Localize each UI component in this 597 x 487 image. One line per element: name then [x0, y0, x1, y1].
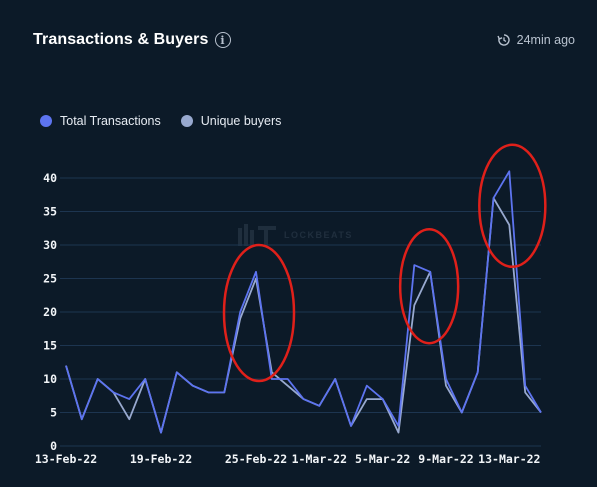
legend-label-total: Total Transactions — [60, 114, 161, 128]
x-tick-label: 25-Feb-22 — [225, 452, 287, 466]
highlight-ellipse — [398, 227, 460, 345]
legend-label-unique: Unique buyers — [200, 114, 282, 128]
series-line-unique-buyers — [65, 197, 542, 434]
y-tick-label: 35 — [43, 205, 57, 219]
y-tick-label: 0 — [50, 439, 57, 453]
y-tick-label: 40 — [43, 171, 57, 185]
y-tick-label: 15 — [43, 339, 57, 353]
highlight-ellipse — [478, 143, 547, 269]
legend-dot-total — [40, 115, 52, 127]
x-tick-label: 19-Feb-22 — [130, 452, 192, 466]
x-tick-label: 5-Mar-22 — [355, 452, 410, 466]
info-icon[interactable]: i — [214, 32, 231, 48]
last-updated: 24min ago — [497, 33, 575, 47]
y-tick-label: 10 — [43, 372, 57, 386]
legend-item-total-transactions[interactable]: Total Transactions — [40, 114, 161, 128]
clock-refresh-icon — [497, 34, 510, 46]
legend-item-unique-buyers[interactable]: Unique buyers — [180, 114, 282, 128]
highlight-ellipse — [222, 243, 296, 383]
x-tick-label: 13-Feb-22 — [35, 452, 97, 466]
chart-legend: Total Transactions Unique buyers — [40, 114, 281, 128]
y-tick-label: 30 — [43, 238, 57, 252]
y-tick-label: 25 — [43, 272, 57, 286]
card-header: Transactions & Buyers i 24min ago — [33, 28, 575, 52]
updated-text: 24min ago — [516, 33, 575, 47]
y-tick-label: 5 — [50, 406, 57, 420]
title-group: Transactions & Buyers i — [33, 31, 231, 49]
x-tick-label: 13-Mar-22 — [478, 452, 540, 466]
series-line-total-transactions — [65, 170, 542, 434]
chart-title: Transactions & Buyers — [33, 31, 209, 48]
x-tick-label: 9-Mar-22 — [418, 452, 473, 466]
x-tick-label: 1-Mar-22 — [292, 452, 347, 466]
legend-dot-unique — [180, 115, 193, 127]
y-tick-label: 20 — [43, 305, 57, 319]
